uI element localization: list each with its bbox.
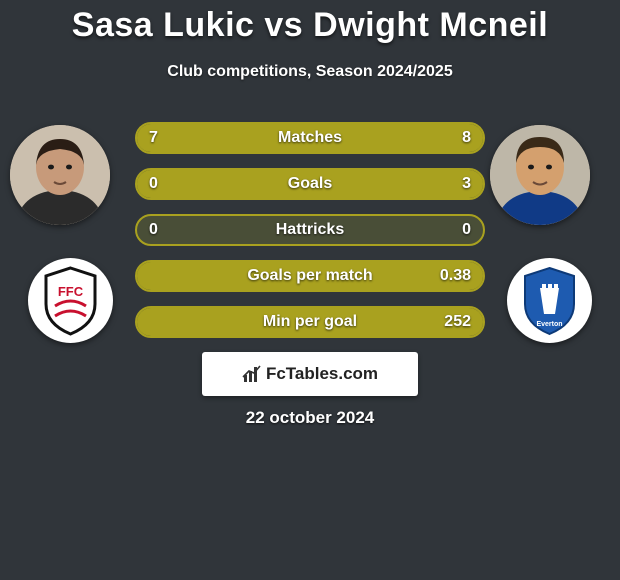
stat-bar-goals-per-match: 0.38Goals per match [135,260,485,292]
svg-text:Everton: Everton [536,321,562,328]
stat-bar-min-per-goal: 252Min per goal [135,306,485,338]
comparison-card: Sasa Lukic vs Dwight Mcneil Club competi… [0,0,620,580]
bar-chart-icon [242,364,262,384]
stat-bars: 78Matches 03Goals 00Hattricks 0.38Goals per… [135,122,485,352]
subtitle: Club competitions, Season 2024/2025 [0,63,620,81]
stat-bar-hattricks: 00Hattricks [135,214,485,246]
shield-icon: FFC [43,266,98,336]
date-text: 22 october 2024 [0,408,620,428]
bar-label: Min per goal [137,308,483,336]
bar-label: Hattricks [137,216,483,244]
club-right-badge: Everton [507,258,592,343]
bar-label: Goals [137,170,483,198]
stat-bar-goals: 03Goals [135,168,485,200]
svg-text:FFC: FFC [58,284,84,299]
person-icon [490,125,590,225]
brand-badge[interactable]: FcTables.com [202,352,418,396]
club-left-badge: FFC [28,258,113,343]
player-left-avatar [10,125,110,225]
bar-label: Goals per match [137,262,483,290]
brand-text: FcTables.com [266,364,378,384]
person-icon [10,125,110,225]
shield-icon: Everton [522,266,577,336]
page-title: Sasa Lukic vs Dwight Mcneil [0,0,620,45]
bar-label: Matches [137,124,483,152]
player-right-avatar [490,125,590,225]
stat-bar-matches: 78Matches [135,122,485,154]
